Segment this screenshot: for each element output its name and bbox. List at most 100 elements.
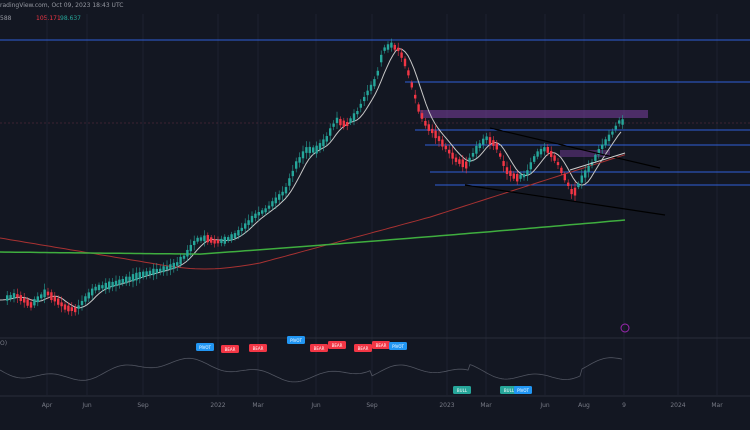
candle-body bbox=[468, 157, 471, 163]
resistance-zones bbox=[420, 110, 648, 157]
candle-body bbox=[250, 215, 254, 223]
badge-label: BEAR bbox=[332, 343, 343, 348]
chart-header: radingView.com, Oct 09, 2023 18:43 UTC bbox=[0, 0, 750, 14]
candle-body bbox=[216, 239, 220, 244]
candle-body bbox=[19, 295, 22, 302]
candle-body bbox=[46, 291, 50, 296]
candle-body bbox=[12, 293, 16, 299]
candle-body bbox=[492, 140, 495, 146]
pivot-badge: PIVOT bbox=[196, 343, 214, 351]
pivot-badge: PIVOT bbox=[287, 336, 305, 344]
badge-label: PIVOT bbox=[290, 338, 302, 343]
time-axis-label: Mar bbox=[711, 402, 723, 409]
candle-body bbox=[526, 170, 529, 175]
candle-body bbox=[614, 125, 617, 130]
mid-ma-line bbox=[0, 154, 626, 270]
candle-body bbox=[417, 104, 420, 112]
candle-body bbox=[410, 82, 413, 88]
oscillator-line bbox=[0, 357, 623, 383]
bull-badge: BULL bbox=[453, 386, 471, 394]
candle-body bbox=[441, 139, 444, 147]
candle-body bbox=[577, 183, 580, 188]
candle-body bbox=[427, 124, 430, 131]
candle-body bbox=[522, 174, 526, 178]
candle-body bbox=[57, 298, 60, 305]
candle-body bbox=[567, 182, 570, 187]
candle-body bbox=[104, 282, 107, 290]
candle-body bbox=[101, 285, 104, 289]
candle-body bbox=[165, 266, 169, 270]
time-axis-label: Apr bbox=[41, 402, 53, 409]
candle-body bbox=[74, 307, 77, 313]
support-zone bbox=[560, 150, 610, 157]
badge-label: BEAR bbox=[358, 346, 369, 351]
candle-body bbox=[604, 139, 607, 146]
candle-body bbox=[393, 44, 396, 50]
candle-body bbox=[471, 152, 475, 157]
candle-body bbox=[80, 300, 84, 306]
alert-icon bbox=[620, 323, 630, 333]
candle-body bbox=[414, 94, 417, 99]
candle-body bbox=[203, 235, 206, 242]
candle-body bbox=[97, 284, 101, 291]
candle-body bbox=[607, 134, 611, 142]
candle-body bbox=[461, 159, 464, 168]
candle-body bbox=[322, 139, 325, 147]
candle-body bbox=[546, 146, 549, 153]
candle-body bbox=[550, 151, 553, 157]
candle-body bbox=[291, 170, 294, 177]
candle-body bbox=[91, 288, 94, 296]
candle-body bbox=[199, 237, 203, 241]
candle-body bbox=[312, 147, 315, 153]
bear-badge: BEAR bbox=[354, 344, 372, 352]
candle-body bbox=[210, 237, 213, 243]
candle-body bbox=[295, 161, 298, 169]
pivot-badge: PIVOT bbox=[389, 342, 407, 350]
time-axis-label: 9 bbox=[622, 402, 626, 409]
bear-badge: BEAR bbox=[372, 341, 390, 349]
candle-body bbox=[118, 279, 121, 285]
badge-label: BULL bbox=[504, 388, 515, 393]
candle-body bbox=[16, 294, 19, 298]
candle-body bbox=[298, 157, 301, 163]
candle-body bbox=[60, 302, 63, 307]
candle-body bbox=[155, 268, 158, 274]
candle-body bbox=[43, 289, 46, 298]
candle-body bbox=[135, 272, 138, 281]
candle-body bbox=[516, 173, 519, 182]
candle-body bbox=[346, 121, 349, 127]
candle-body bbox=[601, 144, 604, 149]
candle-body bbox=[301, 151, 305, 159]
candle-body bbox=[305, 147, 308, 153]
candle-body bbox=[335, 117, 339, 124]
candle-body bbox=[475, 145, 478, 154]
slow-ma-line bbox=[0, 219, 626, 255]
candle-body bbox=[240, 227, 243, 231]
candle-body bbox=[400, 52, 403, 58]
candle-body bbox=[193, 240, 196, 246]
candle-body bbox=[495, 143, 498, 150]
candle-body bbox=[499, 153, 502, 157]
badge-label: BULL bbox=[457, 388, 468, 393]
candle-body bbox=[594, 154, 597, 161]
candle-body bbox=[318, 143, 322, 150]
candle-body bbox=[152, 268, 155, 276]
candle-body bbox=[131, 274, 135, 282]
candle-body bbox=[114, 280, 118, 286]
candle-body bbox=[128, 276, 131, 282]
candle-body bbox=[111, 281, 114, 288]
candle-body bbox=[162, 266, 165, 273]
time-axis-label: Mar bbox=[480, 402, 492, 409]
candle-body bbox=[386, 44, 390, 50]
candle-body bbox=[369, 84, 373, 91]
time-axis-label: Sep bbox=[366, 402, 378, 409]
candle-body bbox=[26, 299, 29, 306]
candle-body bbox=[63, 304, 67, 310]
channel-lower-line bbox=[464, 184, 666, 216]
bear-badge: BEAR bbox=[221, 345, 239, 353]
candle-body bbox=[108, 281, 111, 290]
candle-body bbox=[556, 162, 560, 166]
candle-body bbox=[29, 302, 33, 308]
candle-body bbox=[332, 123, 335, 127]
